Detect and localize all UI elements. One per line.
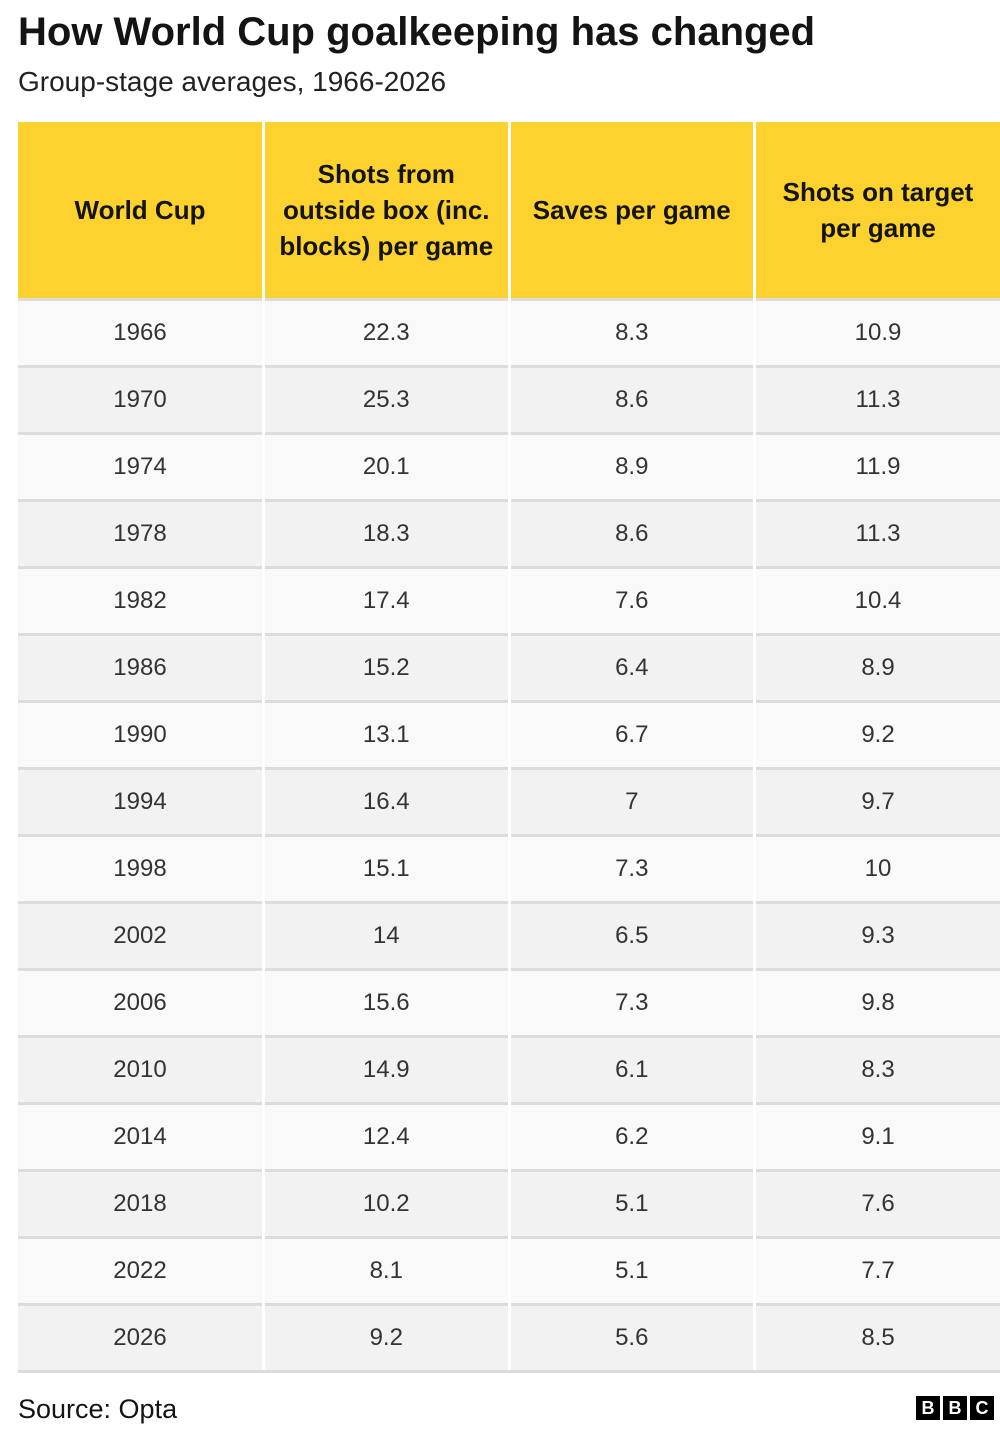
shots-on-target-cell: 9.1 xyxy=(753,1102,1000,1171)
table-row: 2014 12.4 6.2 9.1 xyxy=(18,1102,1000,1171)
bbc-logo: B B C xyxy=(916,1396,994,1420)
shots-on-target-cell: 10.4 xyxy=(753,566,1000,635)
shots-outside-box-cell: 15.1 xyxy=(262,834,509,903)
logo-letter: B xyxy=(916,1396,940,1420)
shots-outside-box-cell: 12.4 xyxy=(262,1102,509,1171)
shots-outside-box-cell: 13.1 xyxy=(262,700,509,769)
table-row: 2002 14 6.5 9.3 xyxy=(18,901,1000,970)
year-cell: 2018 xyxy=(18,1169,264,1238)
table-body: 1966 22.3 8.3 10.9 1970 25.3 8.6 11.3 1974 20.1 8.… xyxy=(18,298,1000,1373)
shots-on-target-cell: 11.3 xyxy=(753,365,1000,434)
table-row: 2018 10.2 5.1 7.6 xyxy=(18,1169,1000,1238)
year-cell: 1982 xyxy=(18,566,264,635)
year-cell: 2006 xyxy=(18,968,264,1037)
year-cell: 1994 xyxy=(18,767,264,836)
year-cell: 2022 xyxy=(18,1236,264,1305)
chart-subtitle: Group-stage averages, 1966-2026 xyxy=(18,66,447,97)
year-cell: 1998 xyxy=(18,834,264,903)
shots-on-target-cell: 10 xyxy=(753,834,1000,903)
year-cell: 2026 xyxy=(18,1303,264,1373)
shots-outside-box-cell: 25.3 xyxy=(262,365,509,434)
shots-on-target-cell: 8.9 xyxy=(753,633,1000,702)
shots-outside-box-cell: 18.3 xyxy=(262,499,509,568)
saves-cell: 6.7 xyxy=(507,700,755,769)
year-cell: 1978 xyxy=(18,499,264,568)
saves-cell: 8.3 xyxy=(507,298,755,367)
shots-on-target-cell: 9.8 xyxy=(753,968,1000,1037)
year-cell: 2014 xyxy=(18,1102,264,1171)
column-header-shots-on-target: Shots on target per game xyxy=(753,122,1000,300)
table-row: 2006 15.6 7.3 9.8 xyxy=(18,968,1000,1037)
shots-outside-box-cell: 9.2 xyxy=(262,1303,509,1373)
year-cell: 1974 xyxy=(18,432,264,501)
shots-outside-box-cell: 20.1 xyxy=(262,432,509,501)
saves-cell: 7 xyxy=(507,767,755,836)
table-row: 2026 9.2 5.6 8.5 xyxy=(18,1303,1000,1373)
shots-on-target-cell: 9.7 xyxy=(753,767,1000,836)
saves-cell: 5.1 xyxy=(507,1236,755,1305)
shots-on-target-cell: 9.2 xyxy=(753,700,1000,769)
shots-outside-box-cell: 14 xyxy=(262,901,509,970)
shots-on-target-cell: 8.5 xyxy=(753,1303,1000,1373)
saves-cell: 7.3 xyxy=(507,968,755,1037)
chart-title: How World Cup goalkeeping has changed xyxy=(18,10,816,54)
shots-outside-box-cell: 14.9 xyxy=(262,1035,509,1104)
saves-cell: 5.6 xyxy=(507,1303,755,1373)
table-row: 1966 22.3 8.3 10.9 xyxy=(18,298,1000,367)
saves-cell: 8.6 xyxy=(507,499,755,568)
table-row: 1974 20.1 8.9 11.9 xyxy=(18,432,1000,501)
shots-on-target-cell: 11.3 xyxy=(753,499,1000,568)
saves-cell: 7.6 xyxy=(507,566,755,635)
shots-on-target-cell: 8.3 xyxy=(753,1035,1000,1104)
saves-cell: 7.3 xyxy=(507,834,755,903)
table-row: 1986 15.2 6.4 8.9 xyxy=(18,633,1000,702)
data-table-container: World Cup Shots from outside box (inc. b… xyxy=(18,122,1000,1373)
saves-cell: 8.6 xyxy=(507,365,755,434)
year-cell: 1986 xyxy=(18,633,264,702)
table-row: 1998 15.1 7.3 10 xyxy=(18,834,1000,903)
source-note: Source: Opta xyxy=(18,1394,178,1424)
shots-on-target-cell: 7.7 xyxy=(753,1236,1000,1305)
logo-letter: C xyxy=(970,1396,994,1420)
shots-outside-box-cell: 8.1 xyxy=(262,1236,509,1305)
shots-on-target-cell: 9.3 xyxy=(753,901,1000,970)
shots-outside-box-cell: 15.6 xyxy=(262,968,509,1037)
year-cell: 1970 xyxy=(18,365,264,434)
table-row: 1982 17.4 7.6 10.4 xyxy=(18,566,1000,635)
year-cell: 1966 xyxy=(18,298,264,367)
shots-outside-box-cell: 22.3 xyxy=(262,298,509,367)
shots-outside-box-cell: 17.4 xyxy=(262,566,509,635)
table-row: 1990 13.1 6.7 9.2 xyxy=(18,700,1000,769)
shots-on-target-cell: 7.6 xyxy=(753,1169,1000,1238)
shots-on-target-cell: 10.9 xyxy=(753,298,1000,367)
table-row: 1978 18.3 8.6 11.3 xyxy=(18,499,1000,568)
saves-cell: 6.2 xyxy=(507,1102,755,1171)
column-header-saves: Saves per game xyxy=(507,122,755,300)
shots-outside-box-cell: 10.2 xyxy=(262,1169,509,1238)
data-table: World Cup Shots from outside box (inc. b… xyxy=(18,122,1000,1373)
saves-cell: 6.1 xyxy=(507,1035,755,1104)
shots-outside-box-cell: 15.2 xyxy=(262,633,509,702)
table-header-row: World Cup Shots from outside box (inc. b… xyxy=(18,122,1000,300)
year-cell: 2010 xyxy=(18,1035,264,1104)
shots-outside-box-cell: 16.4 xyxy=(262,767,509,836)
saves-cell: 6.4 xyxy=(507,633,755,702)
table-row: 2010 14.9 6.1 8.3 xyxy=(18,1035,1000,1104)
column-header-world-cup: World Cup xyxy=(18,122,264,300)
column-header-shots-outside-box: Shots from outside box (inc. blocks) per… xyxy=(262,122,509,300)
logo-letter: B xyxy=(943,1396,967,1420)
table-row: 1970 25.3 8.6 11.3 xyxy=(18,365,1000,434)
saves-cell: 8.9 xyxy=(507,432,755,501)
year-cell: 2002 xyxy=(18,901,264,970)
year-cell: 1990 xyxy=(18,700,264,769)
saves-cell: 5.1 xyxy=(507,1169,755,1238)
shots-on-target-cell: 11.9 xyxy=(753,432,1000,501)
saves-cell: 6.5 xyxy=(507,901,755,970)
table-row: 2022 8.1 5.1 7.7 xyxy=(18,1236,1000,1305)
table-row: 1994 16.4 7 9.7 xyxy=(18,767,1000,836)
